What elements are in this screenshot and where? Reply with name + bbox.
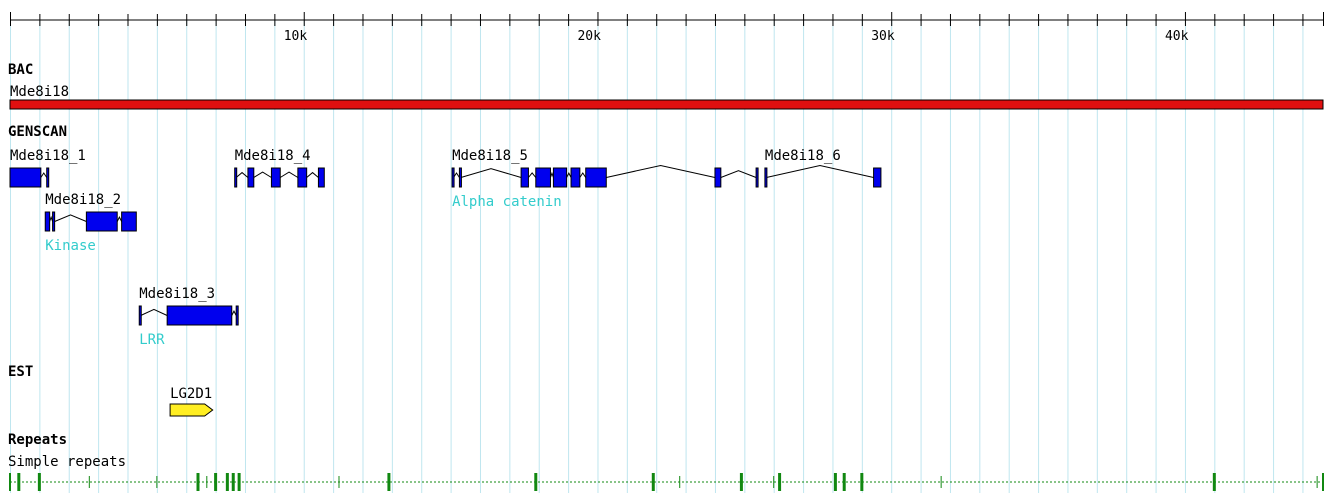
- intron-line: [579, 172, 587, 178]
- exon-block[interactable]: [317, 167, 325, 188]
- exon-block[interactable]: [121, 211, 137, 232]
- exon-block[interactable]: [552, 167, 568, 188]
- intron-line: [235, 171, 249, 178]
- gene-label[interactable]: Mde8i18_2: [45, 192, 121, 208]
- exon-block[interactable]: [764, 167, 768, 188]
- exon-block[interactable]: [297, 167, 308, 188]
- domain-label: Kinase: [45, 238, 96, 254]
- exon-block[interactable]: [234, 167, 238, 188]
- exon-block[interactable]: [714, 167, 722, 188]
- gene-label[interactable]: Mde8i18_6: [765, 148, 841, 164]
- intron-line: [116, 216, 123, 222]
- bac-clone-bar[interactable]: [9, 99, 1324, 110]
- exon-block[interactable]: [451, 167, 455, 188]
- domain-label: Alpha catenin: [452, 194, 562, 210]
- exon-block[interactable]: [85, 211, 118, 232]
- ruler-tick-label: 20k: [577, 29, 601, 44]
- exon-block[interactable]: [235, 305, 239, 326]
- exon-block[interactable]: [44, 211, 51, 232]
- intron-line: [54, 214, 87, 222]
- intron-line: [606, 164, 716, 178]
- gene-label[interactable]: Mde8i18_1: [10, 148, 86, 164]
- gene-label[interactable]: Mde8i18_5: [452, 148, 528, 164]
- est-label[interactable]: LG2D1: [170, 386, 212, 402]
- gene-label[interactable]: Mde8i18_3: [139, 286, 215, 302]
- domain-label: LRR: [139, 332, 165, 348]
- ruler-tick-label: 30k: [871, 29, 895, 44]
- intron-line: [528, 172, 537, 178]
- exon-block[interactable]: [755, 167, 759, 188]
- section-title-est: EST: [8, 364, 33, 380]
- intron-line: [306, 171, 319, 178]
- ruler-tick-label: 40k: [1165, 29, 1189, 44]
- exon-block[interactable]: [570, 167, 581, 188]
- intron-line: [231, 310, 237, 316]
- est-arrow[interactable]: [169, 403, 214, 417]
- intron-line: [460, 168, 522, 178]
- ruler-tick-label: 10k: [284, 29, 308, 44]
- exon-block[interactable]: [247, 167, 255, 188]
- exon-block[interactable]: [270, 167, 281, 188]
- gene-label[interactable]: Mde8i18_4: [235, 148, 311, 164]
- exon-block[interactable]: [166, 305, 233, 326]
- exon-block[interactable]: [138, 305, 142, 326]
- exon-block[interactable]: [873, 167, 882, 188]
- intron-line: [253, 171, 272, 178]
- section-title-bac: BAC: [8, 62, 33, 78]
- bac-clone-label[interactable]: Mde8i18: [10, 84, 69, 100]
- exon-block[interactable]: [9, 167, 42, 188]
- exon-block[interactable]: [52, 211, 56, 232]
- exon-block[interactable]: [535, 167, 551, 188]
- repeats-track-label: Simple repeats: [8, 454, 126, 470]
- section-title-genscan: GENSCAN: [8, 124, 67, 140]
- intron-line: [279, 171, 299, 178]
- exon-block[interactable]: [520, 167, 529, 188]
- intron-line: [40, 172, 48, 178]
- intron-line: [566, 172, 572, 178]
- section-title-repeats: Repeats: [8, 432, 67, 448]
- exon-block[interactable]: [458, 167, 462, 188]
- exon-block[interactable]: [46, 167, 50, 188]
- intron-line: [140, 308, 168, 316]
- intron-line: [766, 164, 874, 178]
- intron-line: [720, 170, 757, 178]
- exon-block[interactable]: [585, 167, 607, 188]
